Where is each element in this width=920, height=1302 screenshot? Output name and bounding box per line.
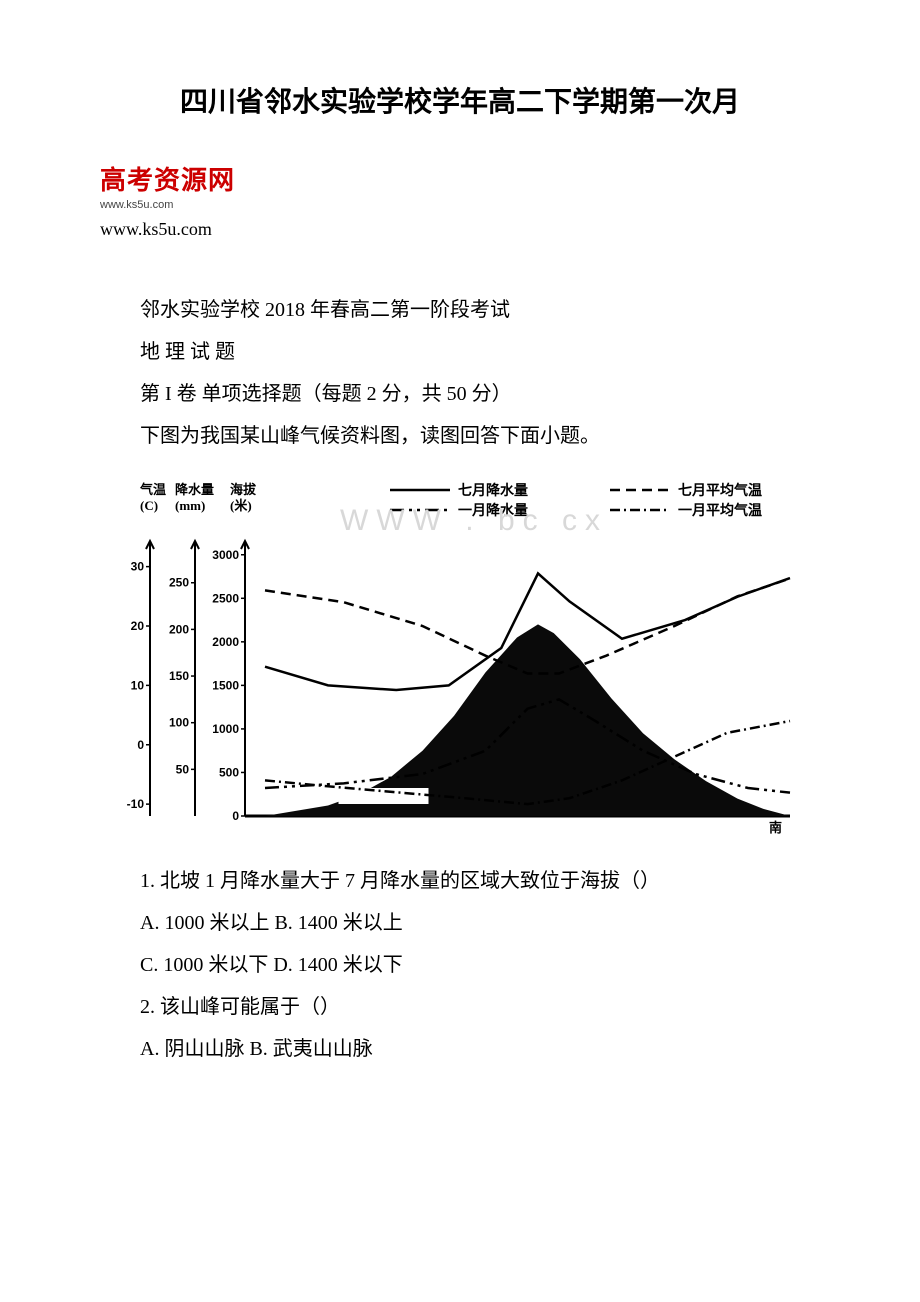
svg-text:降水量: 降水量 <box>175 482 214 497</box>
svg-text:2000: 2000 <box>212 635 239 649</box>
svg-text:500: 500 <box>219 765 239 779</box>
svg-text:30: 30 <box>131 560 145 574</box>
svg-text:南: 南 <box>769 820 782 835</box>
logo-sub-url: www.ks5u.com <box>100 199 820 211</box>
svg-text:七月平均气温: 七月平均气温 <box>678 482 762 499</box>
svg-text:七月降水量: 七月降水量 <box>458 482 528 499</box>
para-subject: 地 理 试 题 <box>100 332 820 372</box>
question-1-ab: A. 1000 米以上 B. 1400 米以上 <box>100 903 820 943</box>
svg-text:一月降水量: 一月降水量 <box>458 502 528 519</box>
climate-chart: WWW . bc cx 气温(C)降水量(mm)海拔(米)七月降水量一月降水量七… <box>120 476 800 836</box>
para-school: 邻水实验学校 2018 年春高二第一阶段考试 <box>100 290 820 330</box>
main-url: www.ks5u.com <box>100 219 820 240</box>
para-section: 第 I 卷 单项选择题（每题 2 分，共 50 分） <box>100 374 820 414</box>
svg-text:(米): (米) <box>230 498 252 513</box>
svg-text:0: 0 <box>137 738 144 752</box>
question-1: 1. 北坡 1 月降水量大于 7 月降水量的区域大致位于海拔（） <box>100 861 820 901</box>
para-instruction: 下图为我国某山峰气候资料图，读图回答下面小题。 <box>100 416 820 456</box>
svg-text:20: 20 <box>131 619 145 633</box>
svg-text:一月平均气温: 一月平均气温 <box>678 502 762 519</box>
svg-text:(mm): (mm) <box>175 498 205 513</box>
svg-text:(C): (C) <box>140 498 158 513</box>
svg-text:气温: 气温 <box>140 482 166 497</box>
svg-text:10: 10 <box>131 678 145 692</box>
svg-text:50: 50 <box>176 762 190 776</box>
question-1-cd: C. 1000 米以下 D. 1400 米以下 <box>100 945 820 985</box>
question-2: 2. 该山峰可能属于（） <box>100 987 820 1027</box>
svg-text:0: 0 <box>232 809 239 823</box>
svg-text:1500: 1500 <box>212 678 239 692</box>
chart-svg: 气温(C) 降水量(mm) 海拔(米) 七月降水量一月降水量 七月平均气温一月平均气温 0… <box>120 476 800 836</box>
svg-text:250: 250 <box>169 576 189 590</box>
svg-text:3000: 3000 <box>212 548 239 562</box>
svg-text:1000: 1000 <box>212 722 239 736</box>
svg-text:2500: 2500 <box>212 591 239 605</box>
site-logo: 高考资源网 www.ks5u.com <box>100 160 820 211</box>
svg-text:150: 150 <box>169 669 189 683</box>
svg-text:200: 200 <box>169 622 189 636</box>
svg-text:-10: -10 <box>127 797 145 811</box>
svg-text:海拔: 海拔 <box>230 482 257 497</box>
page-title: 四川省邻水实验学校学年高二下学期第一次月 <box>100 80 820 120</box>
svg-text:100: 100 <box>169 716 189 730</box>
question-2-ab: A. 阴山山脉 B. 武夷山山脉 <box>100 1029 820 1069</box>
logo-brand-text: 高考资源网 <box>100 160 820 197</box>
